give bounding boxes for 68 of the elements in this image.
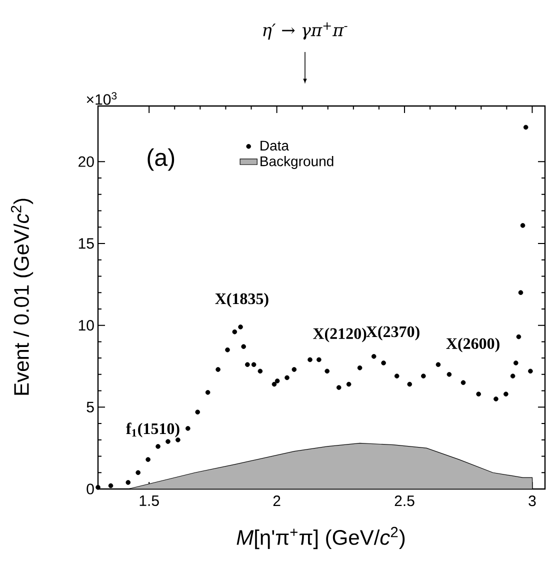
annotation: (a) bbox=[148, 148, 174, 171]
point bbox=[225, 347, 230, 352]
chart-title: η′ → γπ$^{+}$π$^{-}$ bbox=[263, 22, 348, 40]
point bbox=[518, 290, 524, 295]
legend-label: Background bbox=[260, 156, 334, 170]
x-tick-label: 3 bbox=[528, 496, 536, 506]
point bbox=[460, 380, 466, 386]
point bbox=[136, 470, 141, 476]
point bbox=[176, 437, 180, 442]
y-tick-label: 0 bbox=[86, 484, 94, 494]
point bbox=[241, 344, 246, 349]
point bbox=[446, 372, 452, 377]
point bbox=[96, 484, 100, 490]
y-tick-label: 15 bbox=[78, 238, 94, 249]
point bbox=[407, 382, 412, 387]
point bbox=[316, 357, 322, 362]
point bbox=[245, 362, 250, 367]
point bbox=[308, 357, 312, 362]
x-tick-label: 2.5 bbox=[394, 496, 414, 506]
point bbox=[476, 392, 481, 396]
annotation: X(2120) bbox=[313, 328, 366, 342]
y-tick-label: 20 bbox=[78, 156, 94, 167]
text: ×10$^{3}$ bbox=[86, 92, 117, 105]
point bbox=[336, 385, 342, 390]
point bbox=[520, 223, 526, 228]
point bbox=[346, 382, 352, 387]
x-tick-label: 1.5 bbox=[140, 496, 159, 506]
point bbox=[108, 483, 114, 488]
point bbox=[494, 396, 498, 402]
point bbox=[394, 374, 400, 378]
annotation: X(1835) bbox=[215, 292, 268, 308]
point bbox=[186, 426, 190, 431]
point bbox=[528, 368, 533, 374]
point bbox=[371, 354, 376, 359]
point bbox=[238, 324, 243, 330]
annotation: X(2600) bbox=[446, 338, 500, 352]
annotation: X(2370) bbox=[366, 326, 420, 340]
point bbox=[516, 334, 522, 340]
y-axis-title: Event / 0.01 (GeV/c$^{2}$) bbox=[10, 198, 34, 395]
point bbox=[381, 360, 386, 366]
point bbox=[146, 457, 150, 462]
y-tick-label: 5 bbox=[86, 402, 94, 412]
point bbox=[421, 374, 426, 378]
y-tick-label: 10 bbox=[78, 320, 94, 331]
x-axis-title: M[η'π$^{+}$π] (GeV/c$^{2}$) bbox=[236, 526, 405, 550]
x-tick-label: 2 bbox=[273, 496, 280, 506]
point bbox=[195, 410, 200, 414]
point bbox=[523, 124, 528, 130]
point bbox=[126, 480, 131, 485]
point bbox=[436, 362, 441, 367]
point bbox=[205, 390, 210, 395]
point bbox=[292, 367, 297, 372]
point bbox=[510, 374, 516, 378]
point bbox=[166, 439, 170, 444]
point bbox=[272, 382, 277, 387]
legend-label: Data bbox=[260, 140, 290, 151]
point bbox=[513, 360, 518, 366]
point bbox=[232, 329, 238, 334]
point bbox=[258, 368, 263, 374]
point bbox=[216, 367, 220, 372]
annotation: f$_{1}$(1510) bbox=[126, 422, 180, 438]
point bbox=[274, 378, 280, 384]
point bbox=[324, 368, 330, 374]
point bbox=[357, 365, 362, 370]
point bbox=[504, 392, 508, 396]
point bbox=[156, 444, 160, 449]
point bbox=[284, 375, 290, 380]
point bbox=[251, 362, 256, 367]
